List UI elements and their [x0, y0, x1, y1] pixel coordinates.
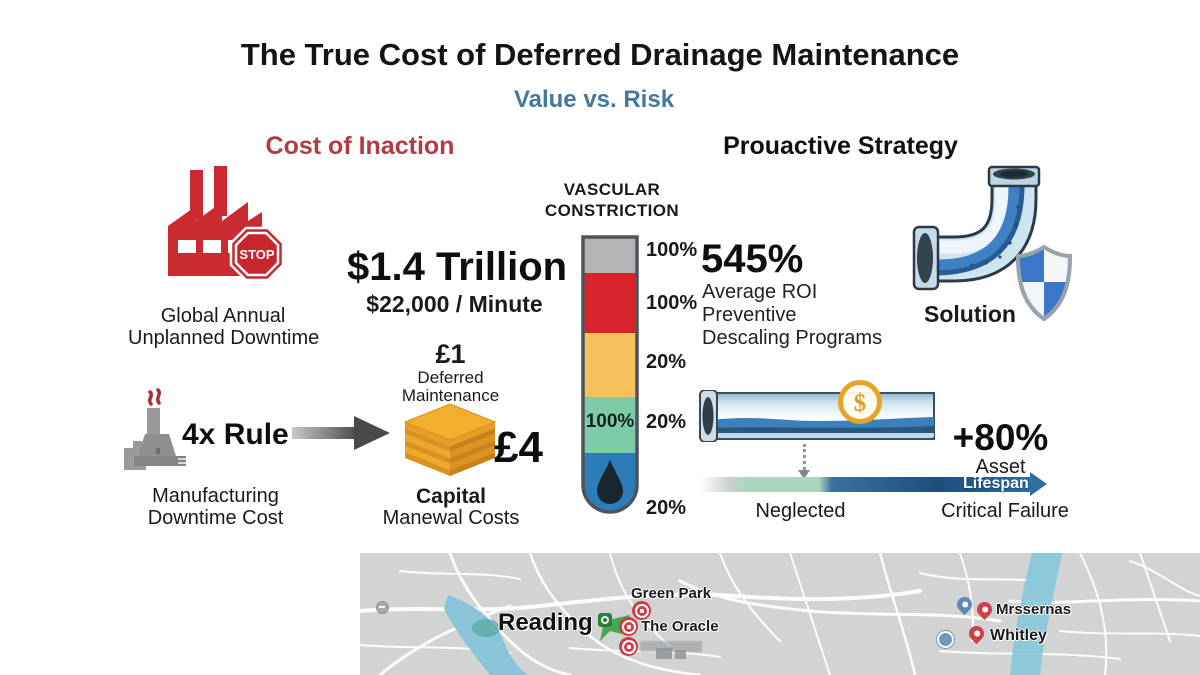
downtime-caption-line1: Global Annual — [160, 305, 286, 327]
page-title: The True Cost of Deferred Drainage Maint… — [240, 37, 960, 72]
lifespan-stat-caption: Asset — [975, 456, 1026, 478]
deferred-line2: Maintenance — [401, 386, 500, 405]
right-arrow-icon — [292, 416, 390, 450]
deferred-line1: Deferred — [417, 368, 484, 387]
dollar-coin-icon: $ — [838, 380, 882, 424]
page-subtitle: Value vs. Risk — [513, 86, 675, 113]
gauge-label-2: 20% — [646, 351, 687, 373]
test-tube-gauge — [581, 235, 639, 514]
small-factory-icon — [124, 388, 186, 470]
dotted-down-arrowhead-icon — [798, 470, 810, 479]
gold-stack-icon — [403, 403, 497, 476]
gauge-label-1: 100% — [646, 292, 698, 314]
downtime-rate: $22,000 / Minute — [366, 291, 543, 317]
svg-text:$: $ — [854, 390, 867, 417]
reading-map: Reading Green Park The Oracle Mrssernas … — [360, 553, 1200, 675]
road-sign-marker — [376, 601, 389, 614]
blurred-map-label — [640, 641, 702, 652]
blue-dot-marker — [937, 631, 954, 648]
gauge-title-line1: VASCULAR — [563, 180, 661, 199]
map-label-green-park: Green Park — [631, 585, 712, 602]
roi-line1: Average ROI — [702, 281, 818, 303]
lifespan-stat: +80% — [952, 417, 1049, 458]
renewal-line1: Capital — [415, 485, 486, 508]
gauge-inner-label: 100% — [585, 411, 635, 432]
gauge-label-4: 20% — [646, 497, 687, 519]
map-label-mrssernas: Mrssernas — [996, 601, 1072, 618]
river-right — [1010, 553, 1062, 675]
lifespan-end-label: Critical Failure — [941, 500, 1069, 522]
renewal-value: £4 — [494, 423, 543, 472]
poi-marker — [619, 637, 638, 656]
map-label-the-oracle: The Oracle — [641, 618, 719, 635]
downtime-caption-line2: Unplanned Downtime — [128, 327, 320, 349]
stop-sign-icon: STOP — [229, 226, 285, 282]
gauge-label-0: 100% — [646, 239, 698, 261]
map-building — [675, 650, 686, 659]
renewal-line2: Manewal Costs — [382, 507, 520, 529]
map-building — [656, 648, 672, 659]
drop-icon — [597, 460, 623, 504]
map-label-whitley: Whitley — [990, 627, 1047, 644]
shield-icon — [1015, 244, 1073, 322]
svg-text:STOP: STOP — [239, 247, 274, 262]
lifespan-bar — [700, 477, 1030, 492]
roi-line2: Preventive — [702, 304, 797, 326]
gauge-label-3: 20% — [646, 411, 687, 433]
elbow-pipe-icon — [912, 165, 1041, 291]
cost-of-inaction-header: Cost of Inaction — [265, 132, 455, 160]
gauge-title-line2: CONSTRICTION — [544, 201, 680, 220]
lifespan-bar-arrowhead-icon — [1030, 472, 1047, 496]
horizontal-pipe-icon — [699, 390, 935, 442]
deferred-value: £1 — [435, 339, 466, 369]
roi-stat: 545% — [701, 237, 804, 281]
solution-label: Solution — [924, 301, 1016, 327]
lifespan-bar-label: Lifespan — [963, 475, 1029, 492]
map-city-label: Reading — [498, 609, 593, 636]
roi-line3: Descaling Programs — [702, 327, 883, 349]
lifespan-start-label: Neglected — [755, 500, 846, 522]
map-roads — [360, 553, 1200, 675]
manufacturing-caption-line2: Downtime Cost — [147, 507, 284, 529]
four-x-rule-label: 4x Rule — [182, 418, 289, 451]
green-park-marker — [632, 601, 651, 620]
manufacturing-caption-line1: Manufacturing — [152, 485, 279, 507]
dotted-down-arrow-icon — [803, 444, 806, 470]
factory-stop-icon: STOP — [168, 166, 285, 282]
downtime-stat: $1.4 Trillion — [347, 245, 568, 289]
proactive-strategy-header: Prouactive Strategy — [723, 132, 958, 160]
the-oracle-marker — [619, 617, 638, 636]
